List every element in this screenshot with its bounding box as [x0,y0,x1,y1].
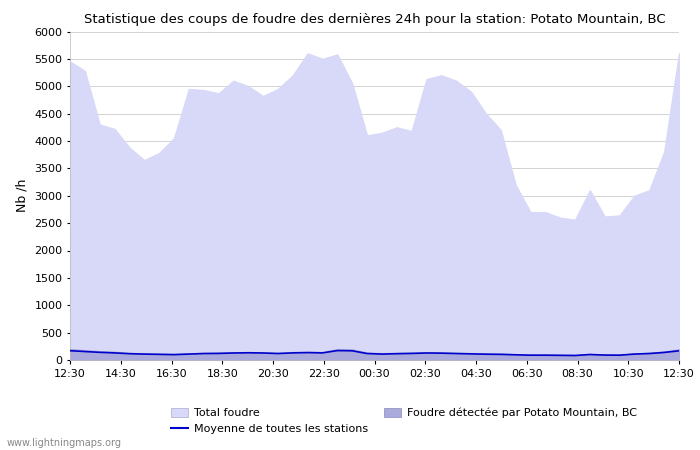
Text: www.lightningmaps.org: www.lightningmaps.org [7,438,122,448]
Y-axis label: Nb /h: Nb /h [15,179,29,212]
Legend: Total foudre, Moyenne de toutes les stations, Foudre détectée par Potato Mountai: Total foudre, Moyenne de toutes les stat… [167,403,641,439]
Title: Statistique des coups de foudre des dernières 24h pour la station: Potato Mounta: Statistique des coups de foudre des dern… [84,13,665,26]
